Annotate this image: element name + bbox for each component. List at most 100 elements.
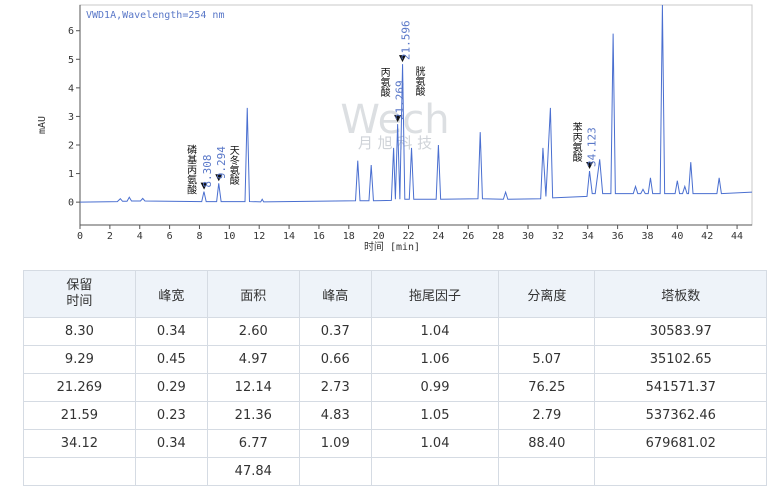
table-row: 21.59 0.23 21.36 4.83 1.05 2.79 537362.46 [23, 401, 767, 430]
table-cell: 0.37 [298, 317, 372, 346]
retention-label: 21.269 [394, 80, 407, 120]
header-text: 分离度 [527, 288, 567, 304]
x-tick-label: 30 [522, 231, 534, 242]
y-tick-label: 1 [68, 169, 74, 180]
retention-label: 9.294 [215, 146, 228, 179]
x-tick-label: 32 [552, 231, 564, 242]
peak-marker [399, 55, 407, 63]
header-cell: 塔板数 [594, 270, 767, 318]
table-cell [134, 457, 208, 486]
x-tick-label: 40 [671, 231, 683, 242]
x-tick-label: 44 [731, 231, 743, 242]
retention-label: 8.308 [201, 154, 214, 187]
table-cell: 0.29 [134, 373, 208, 402]
table-cell: 1.06 [370, 345, 500, 374]
table-row: 8.30 0.34 2.60 0.37 1.04 30583.97 [23, 317, 767, 346]
peak-marker [215, 174, 223, 182]
header-row: 保留时间 峰宽 面积 峰高 拖尾因子 分离度 塔板数 [23, 270, 767, 318]
table-cell [370, 457, 500, 486]
table-cell: 537362.46 [594, 401, 767, 430]
watermark-text: 月 旭 科 技 [358, 134, 432, 152]
table-cell: 0.99 [370, 373, 500, 402]
chart-title: VWD1A,Wavelength=254 nm [86, 10, 224, 21]
x-tick-label: 18 [343, 231, 355, 242]
table-cell: 0.23 [134, 401, 208, 430]
watermark-logo: Wech [340, 97, 449, 143]
table-cell [594, 457, 767, 486]
compound-label: 苯丙氨酸 [570, 121, 582, 163]
table-cell: 2.79 [498, 401, 596, 430]
x-tick-label: 0 [77, 231, 83, 242]
table-cell: 541571.37 [594, 373, 767, 402]
compound-label: 胱氨酸 [413, 66, 425, 97]
table-row: 21.269 0.29 12.14 2.73 0.99 76.25 541571.37 [23, 373, 767, 402]
table-cell: 1.05 [370, 401, 500, 430]
table-cell: 0.45 [134, 345, 208, 374]
x-tick-label: 2 [107, 231, 113, 242]
table-cell: 2.60 [206, 317, 300, 346]
table-cell [498, 317, 596, 346]
table-row: 47.84 [23, 457, 767, 486]
x-axis-label: 时间 [min] [364, 240, 420, 253]
header-text: 塔板数 [661, 288, 701, 304]
table-cell: 30583.97 [594, 317, 767, 346]
retention-label: 21.596 [400, 20, 413, 60]
table-cell: 8.30 [23, 317, 136, 346]
chart: VWD1A,Wavelength=254 nm 时间 [min] mAU Wec… [37, 4, 753, 253]
table-cell: 4.97 [206, 345, 300, 374]
x-tick-label: 42 [701, 231, 713, 242]
header-cell: 峰宽 [134, 270, 208, 318]
header-text: 峰高 [322, 288, 349, 304]
y-axis-label: mAU [37, 116, 48, 134]
peak-marker [394, 115, 402, 123]
x-tick-label: 6 [167, 231, 173, 242]
x-tick-label: 36 [612, 231, 624, 242]
y-tick-label: 4 [68, 83, 74, 94]
header-text: 拖尾因子 [408, 288, 461, 304]
table-cell: 21.59 [23, 401, 136, 430]
x-tick-label: 34 [582, 231, 594, 242]
x-tick-label: 22 [403, 231, 415, 242]
table-cell: 21.36 [206, 401, 300, 430]
x-tick-label: 4 [137, 231, 143, 242]
table-cell: 0.34 [134, 429, 208, 458]
y-tick-label: 6 [68, 26, 74, 37]
table-cell: 0.66 [298, 345, 372, 374]
table-cell: 0.34 [134, 317, 208, 346]
table-cell: 88.40 [498, 429, 596, 458]
x-tick-label: 20 [373, 231, 385, 242]
y-tick-label: 5 [68, 55, 74, 66]
header-text: 保留时间 [66, 278, 93, 309]
table-cell: 47.84 [206, 457, 300, 486]
peak-marker [200, 182, 208, 190]
header-cell: 峰高 [298, 270, 372, 318]
table-cell: 21.269 [23, 373, 136, 402]
header-text: 峰宽 [158, 288, 185, 304]
table-cell [23, 457, 136, 486]
table-row: 9.29 0.45 4.97 0.66 1.06 5.07 35102.65 [23, 345, 767, 374]
table-cell: 4.83 [298, 401, 372, 430]
table-cell: 1.04 [370, 317, 500, 346]
table-cell: 35102.65 [594, 345, 767, 374]
x-tick-label: 28 [492, 231, 504, 242]
y-tick-label: 3 [68, 112, 74, 123]
x-tick-label: 24 [432, 231, 444, 242]
peak-marker [586, 162, 594, 169]
result-table: 保留时间 峰宽 面积 峰高 拖尾因子 分离度 塔板数 8.30 0.34 2.60 0.37 1.0… [23, 270, 767, 486]
compound-label: 丙氨酸 [378, 67, 390, 98]
compound-label: 磷基丙氨酸 [185, 143, 197, 195]
header-cell: 保留时间 [23, 270, 136, 318]
trace [79, 4, 753, 203]
table-cell: 6.77 [206, 429, 300, 458]
header-text: 面积 [240, 288, 267, 304]
table-cell: 34.12 [23, 429, 136, 458]
y-tick-label: 2 [68, 141, 74, 152]
table-cell: 2.73 [298, 373, 372, 402]
table-cell: 1.04 [370, 429, 500, 458]
header-cell: 分离度 [498, 270, 596, 318]
table-cell: 9.29 [23, 345, 136, 374]
retention-label: 34.123 [586, 127, 599, 167]
x-tick-label: 26 [462, 231, 474, 242]
table-cell: 5.07 [498, 345, 596, 374]
